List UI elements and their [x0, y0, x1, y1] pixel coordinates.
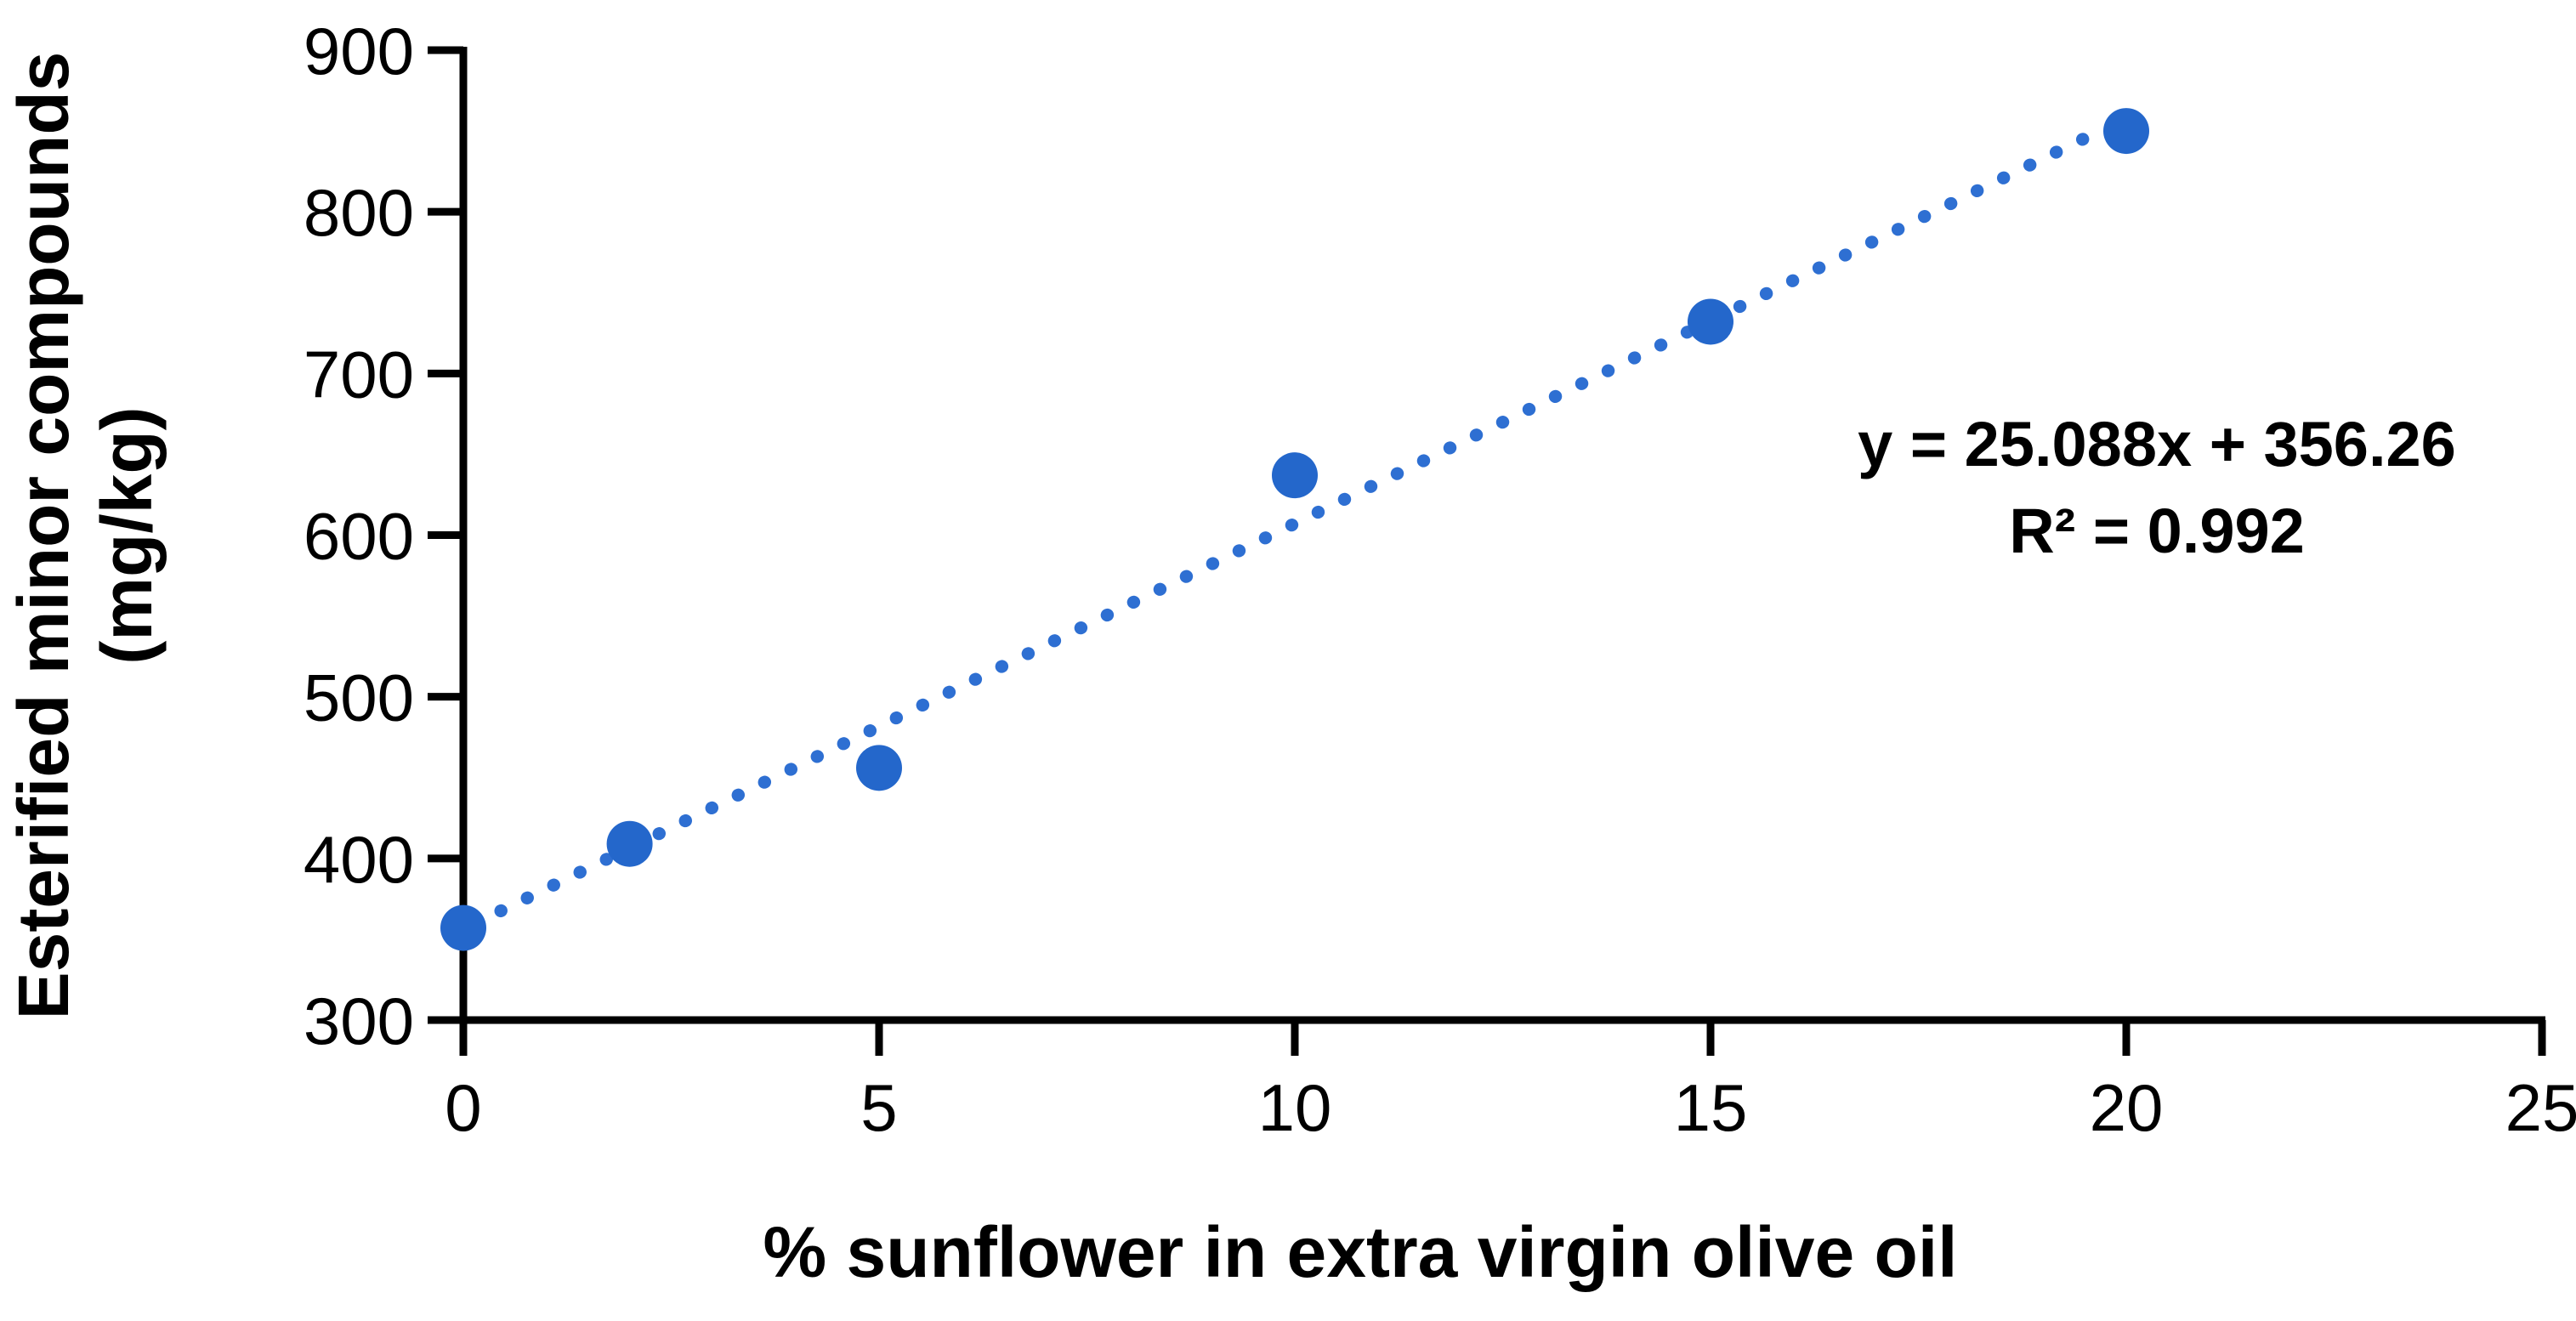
y-tick-label: 900	[304, 14, 414, 88]
y-tick-label: 300	[304, 984, 414, 1058]
x-tick-label: 10	[1258, 1070, 1332, 1145]
data-point	[1688, 298, 1733, 345]
x-tick-label: 25	[2505, 1070, 2576, 1145]
x-tick-label: 20	[2090, 1070, 2164, 1145]
y-axis-title-line1: Esterified minor compounds	[3, 52, 83, 1020]
y-tick-label: 600	[304, 499, 414, 574]
r-squared-label: R² = 0.992	[2009, 496, 2305, 566]
y-tick-label: 800	[304, 175, 414, 250]
x-tick-label: 15	[1674, 1070, 1748, 1145]
x-tick-label: 0	[445, 1070, 481, 1145]
data-point	[1272, 452, 1318, 499]
trendline-equation: y = 25.088x + 356.26	[1858, 409, 2456, 479]
y-tick-label: 500	[304, 660, 414, 735]
y-axis-title-line2: (mg/kg)	[87, 406, 167, 664]
data-point	[2103, 108, 2149, 155]
data-point	[440, 904, 486, 951]
data-point	[856, 745, 902, 791]
y-tick-label: 400	[304, 822, 414, 897]
x-axis-title: % sunflower in extra virgin olive oil	[763, 1212, 1958, 1292]
y-tick-label: 700	[304, 337, 414, 411]
x-tick-label: 5	[860, 1070, 897, 1145]
trendline-dotted	[494, 128, 2100, 918]
data-point	[606, 820, 653, 867]
